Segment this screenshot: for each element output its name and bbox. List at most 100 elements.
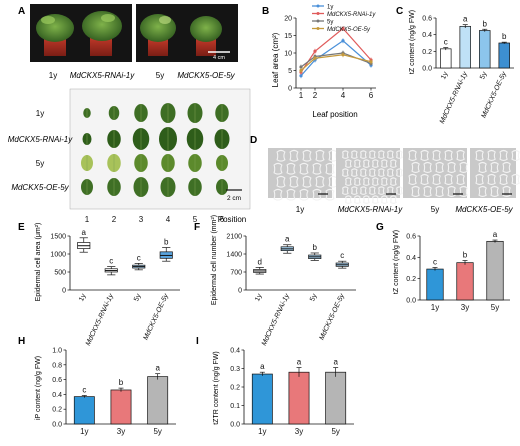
cell-outline: [354, 159, 361, 168]
cell-outline: [363, 159, 370, 168]
cell-outline: [411, 185, 420, 197]
cell-outline: [372, 177, 379, 186]
cell-outline: [286, 162, 296, 175]
cell-outline: [502, 161, 511, 173]
leaf-position-labels: 1 2 3 4 5 6: [85, 215, 225, 224]
legend-entry: 1y: [327, 4, 333, 10]
y-tick-label: 0.4: [406, 255, 416, 262]
panel-letter-e: E: [18, 222, 25, 233]
cell-label-oe: MdCKX5-OE-5y: [455, 205, 513, 214]
legend-entry: MdCKX5-RNAi-1y: [327, 12, 376, 18]
bar: [440, 48, 452, 69]
cell-outline: [342, 186, 349, 195]
legend-marker: [316, 27, 320, 30]
cell-outline: [299, 162, 309, 175]
cell-outline: [372, 159, 379, 168]
leaf-grid: [81, 103, 230, 197]
cell-outline: [487, 173, 496, 185]
cell-outline: [378, 168, 385, 177]
cell-outline: [390, 195, 397, 204]
cell-outline: [444, 149, 453, 161]
cell-outline: [312, 162, 322, 175]
x-tick-label: MdCKX5-OE-5y: [319, 292, 347, 341]
cell-outline: [502, 185, 511, 197]
y-tick-label: 0.8: [52, 362, 62, 369]
cell-outline: [289, 149, 299, 162]
x-tick-label: 1: [299, 91, 304, 100]
y-tick-label: 0: [288, 86, 292, 93]
cell-outline: [432, 173, 441, 185]
cell-outline: [302, 149, 312, 162]
significance-letter: a: [82, 228, 87, 237]
cell-outline: [342, 150, 349, 159]
cell-outline: [276, 175, 286, 188]
bar: [147, 376, 169, 425]
y-tick-label: 0: [238, 288, 242, 295]
cell-outline: [435, 185, 444, 197]
significance-letter: d: [258, 257, 262, 266]
y-tick-label: 1000: [50, 252, 66, 259]
y-tick-label: 0.6: [406, 234, 416, 241]
leaf-position-label: 2: [112, 215, 117, 224]
leaf-row-label-5y: 5y: [36, 159, 44, 168]
line-series-1: [300, 27, 372, 73]
bar: [426, 268, 444, 301]
bar: [498, 42, 510, 69]
cell-image-background: [403, 148, 467, 198]
y-tick-label: 0.4: [230, 348, 240, 355]
cell-outline: [360, 168, 367, 177]
x-tick-label: 5y: [479, 70, 489, 80]
leaf-scale-label: 2 cm: [227, 195, 241, 202]
cell-outline: [369, 168, 376, 177]
significance-letter: c: [444, 38, 448, 47]
photo-label-oe: MdCKX5-OE-5y: [177, 71, 235, 80]
significance-letter: a: [463, 15, 468, 24]
y-tick-label: 15: [284, 33, 292, 40]
legend-marker: [316, 12, 320, 15]
cell-outline: [276, 149, 286, 162]
y-tick-label: 1.0: [52, 348, 62, 355]
legend-entry: 5y: [327, 19, 333, 25]
cell-outline: [408, 173, 417, 185]
x-tick-label: 3y: [461, 303, 469, 312]
cell-outline: [315, 149, 325, 162]
cell-outline: [351, 186, 358, 195]
line-series-3: [300, 54, 372, 71]
x-tick-label: 1y: [431, 303, 439, 312]
cell-outline: [396, 168, 403, 177]
leaf-position-label: 6: [220, 215, 225, 224]
x-tick-label: 6: [369, 91, 374, 100]
y-tick-label: 20: [284, 16, 292, 23]
panel-i-bar-chart: I 0.0 0.1 0.2 0.3 0.4 a 1y a 3y a 5y tZTR content …: [196, 336, 354, 436]
cell-outline: [289, 175, 299, 188]
y-tick-label: 0.2: [406, 276, 416, 283]
bar: [325, 371, 347, 425]
x-tick-label: 1y: [80, 427, 88, 436]
y-tick-label: 0.2: [230, 385, 240, 392]
x-tick-label: 1y: [440, 70, 450, 80]
cell-outline: [360, 186, 367, 195]
panel-c-bar-chart: C 0.00.20.40.6c1yaMdCKX5-RNAi-1yb5ybMdCK…: [396, 6, 514, 125]
panel-letter-a: A: [18, 6, 25, 17]
bar: [479, 30, 491, 69]
x-tick-label: 4: [341, 91, 346, 100]
cell-outline: [420, 149, 429, 161]
bar: [73, 396, 95, 425]
cell-label-1y: 1y: [296, 205, 304, 214]
panel-h-bar-chart: H 0.0 0.2 0.4 0.6 0.8 1.0 c 1y b 3y a 5y iP content…: [18, 336, 176, 436]
cell-outline: [478, 185, 487, 197]
bar: [288, 371, 310, 425]
cell-outline: [363, 177, 370, 186]
y-tick-label: 1500: [50, 234, 66, 241]
cell-outline: [273, 188, 283, 201]
cell-outline: [490, 161, 499, 173]
cell-outline: [423, 185, 432, 197]
panel-letter-d: D: [250, 135, 257, 146]
x-tick-label: 1y: [78, 292, 88, 302]
y-tick-label: 2100: [226, 234, 242, 241]
panel-letter-f: F: [194, 222, 200, 233]
x-axis-label: Leaf position: [312, 110, 357, 119]
cell-outline: [369, 186, 376, 195]
y-tick-label: 0.4: [422, 32, 432, 39]
